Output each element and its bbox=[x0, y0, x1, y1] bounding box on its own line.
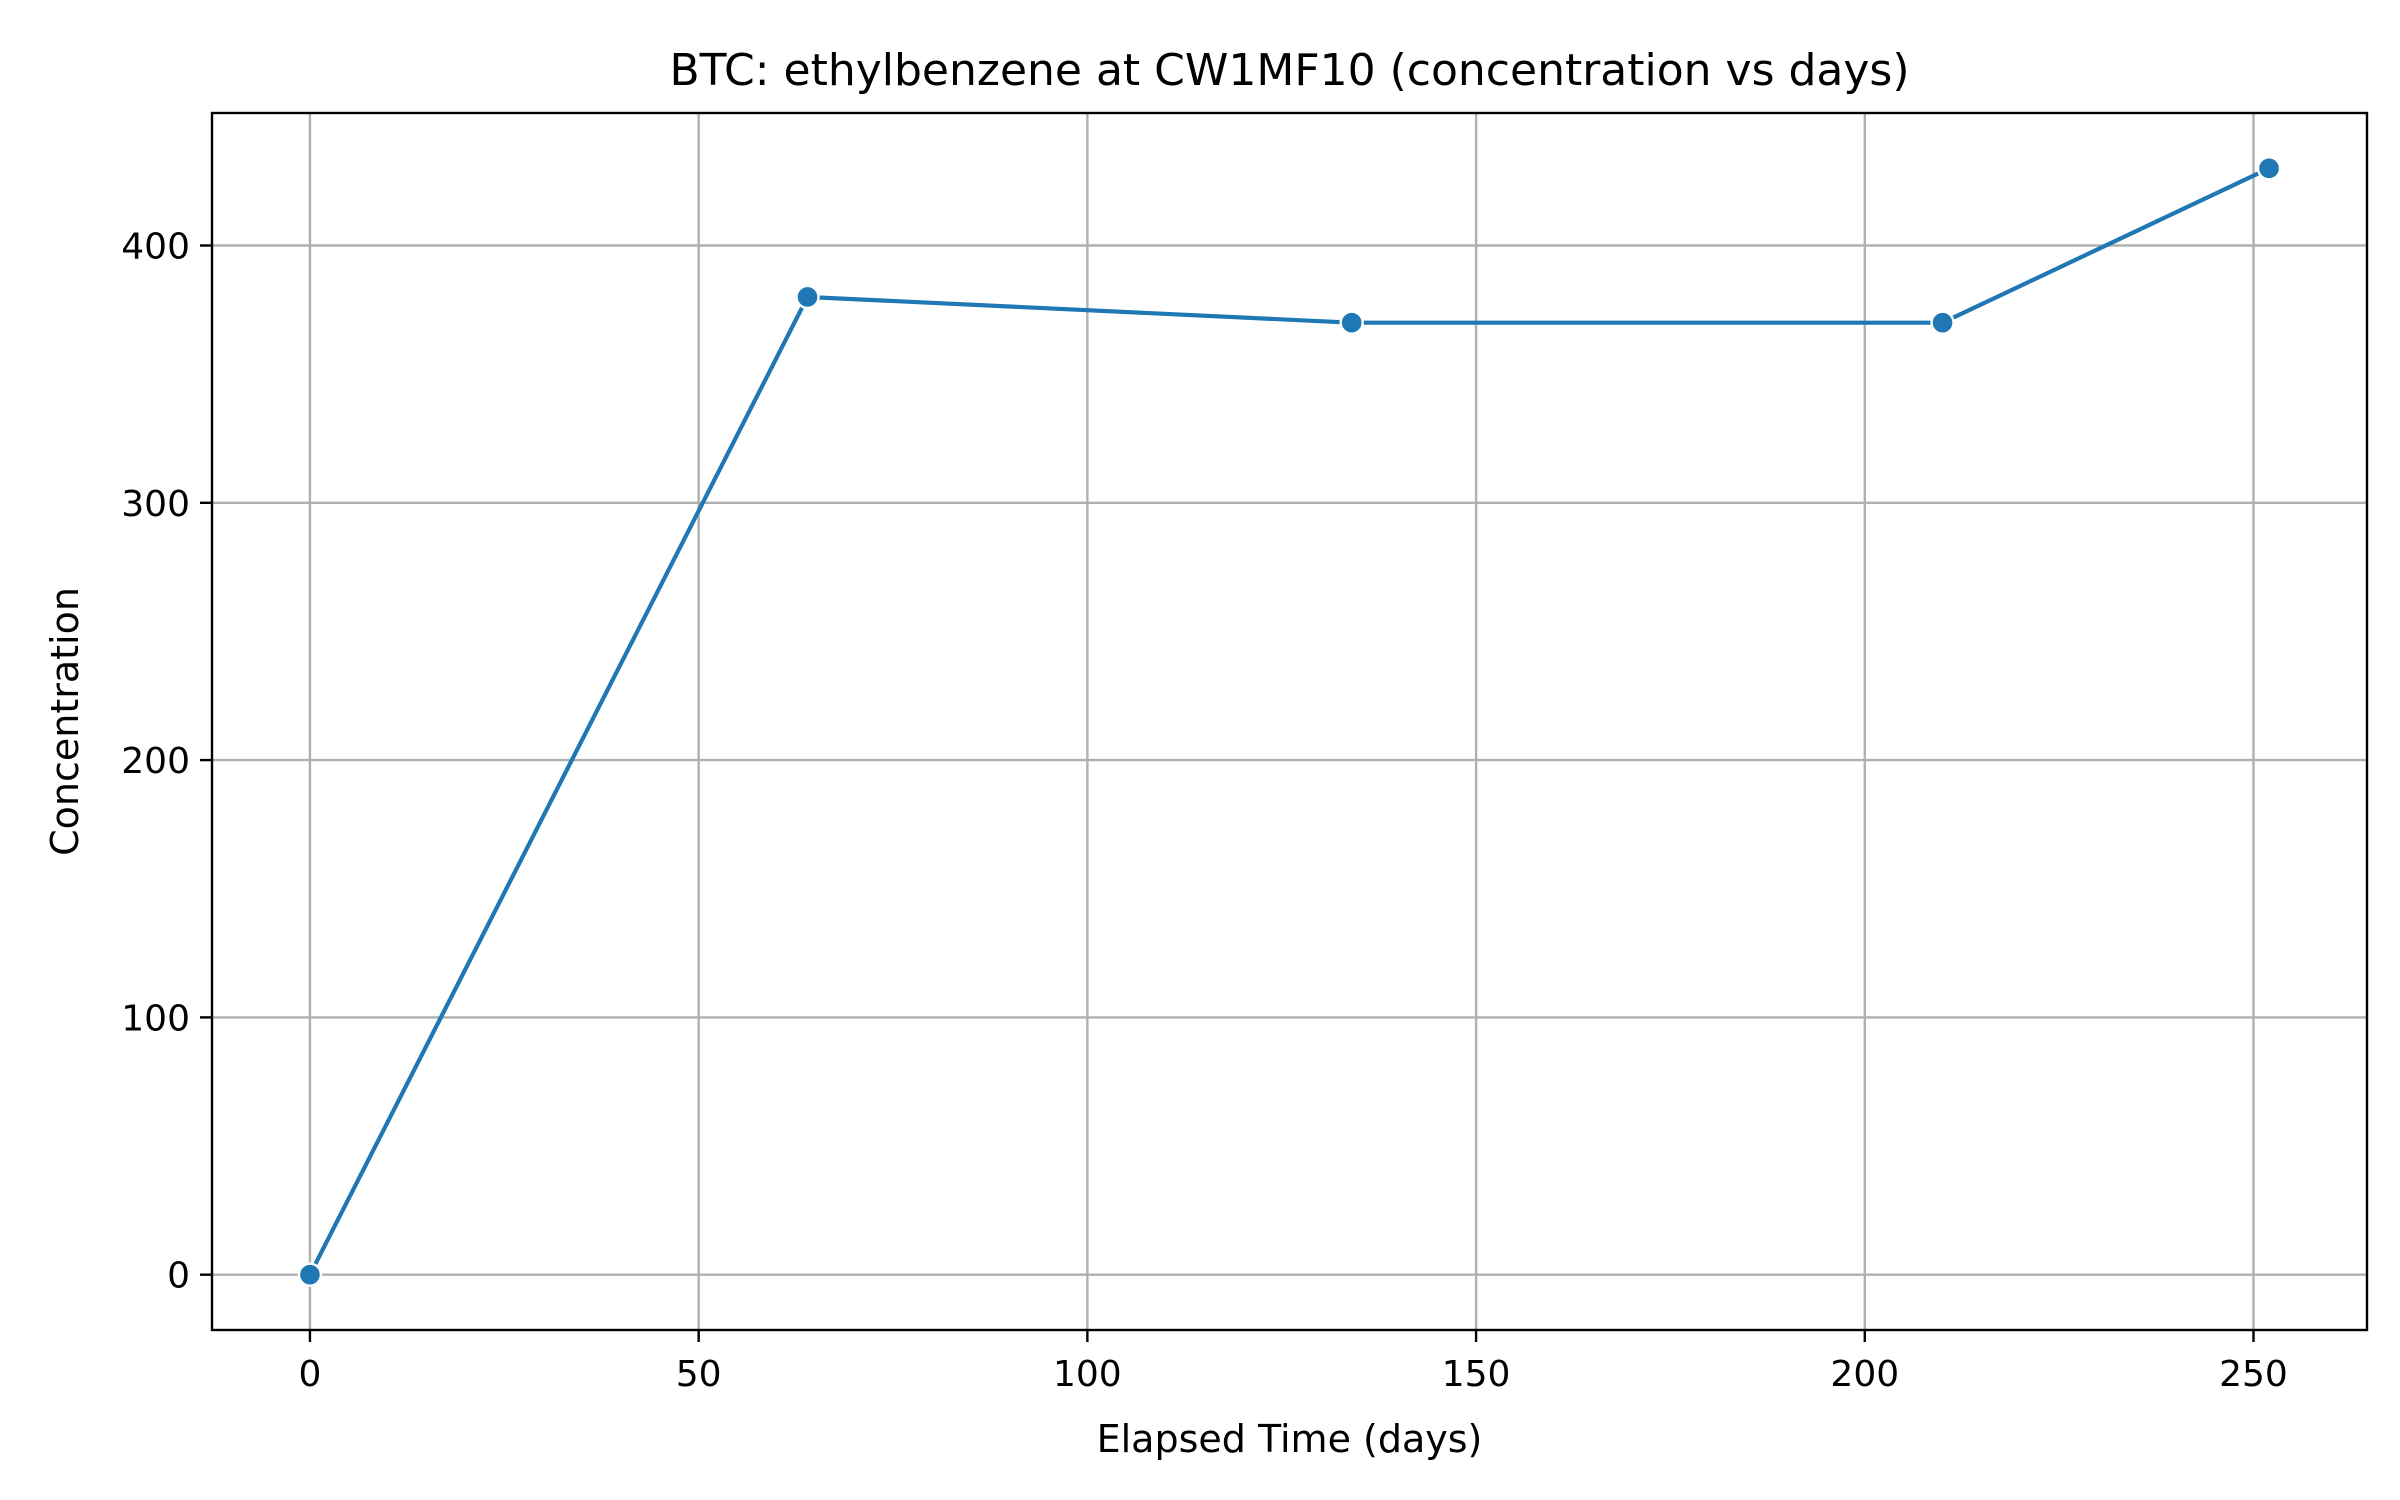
x-tick-label-3: 150 bbox=[1442, 1354, 1511, 1395]
y-tick-label-1: 100 bbox=[121, 998, 190, 1039]
x-tick-label-5: 250 bbox=[2219, 1354, 2288, 1395]
x-tick-label-0: 0 bbox=[299, 1354, 322, 1395]
x-axis-label: Elapsed Time (days) bbox=[1097, 1417, 1483, 1461]
y-tick-label-4: 400 bbox=[121, 227, 190, 268]
x-axis-ticks: 0 50 100 150 200 250 bbox=[299, 1330, 2288, 1395]
data-point-2 bbox=[1339, 310, 1364, 335]
plot-frame bbox=[210, 111, 2369, 1332]
y-tick-label-0: 0 bbox=[167, 1256, 190, 1297]
x-tick-label-4: 200 bbox=[1830, 1354, 1899, 1395]
y-axis-ticks: 0 100 200 300 400 bbox=[121, 227, 212, 1297]
x-tick-label-2: 100 bbox=[1053, 1354, 1122, 1395]
data-series bbox=[297, 156, 2282, 1287]
y-tick-label-2: 200 bbox=[121, 741, 190, 782]
data-point-0 bbox=[297, 1262, 323, 1287]
x-tick-label-1: 50 bbox=[676, 1354, 722, 1395]
y-axis-label: Concentration bbox=[43, 587, 87, 856]
data-point-3 bbox=[1930, 310, 1955, 335]
data-point-1 bbox=[795, 284, 820, 310]
y-tick-label-3: 300 bbox=[121, 484, 190, 525]
data-point-4 bbox=[2256, 156, 2282, 181]
chart-title: BTC: ethylbenzene at CW1MF10 (concentrat… bbox=[669, 45, 1909, 96]
